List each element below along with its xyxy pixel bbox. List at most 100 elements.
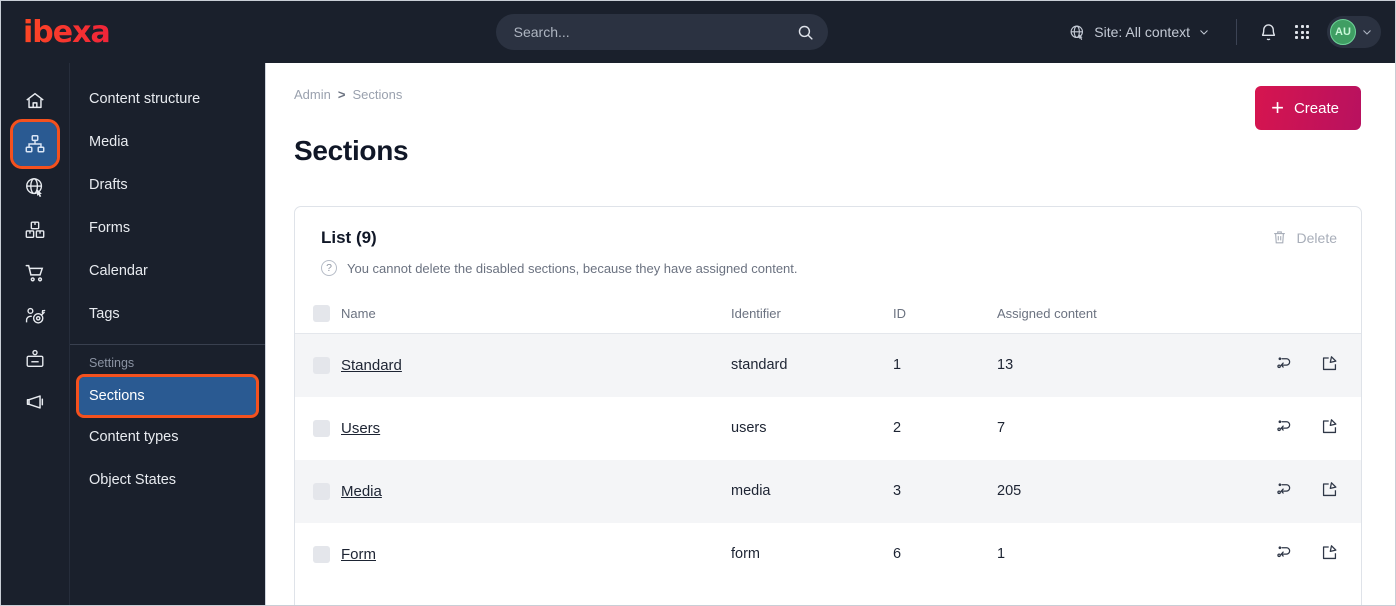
sidebar-item-tags[interactable]: Tags [70, 292, 265, 335]
edit-icon[interactable] [1320, 480, 1339, 499]
avatar: AU [1330, 19, 1356, 45]
sidebar-item-object-states[interactable]: Object States [70, 458, 265, 501]
sidebar-item-label: Drafts [89, 176, 128, 193]
sidebar-item-content-types[interactable]: Content types [70, 415, 265, 458]
sidebar-item-forms[interactable]: Forms [70, 206, 265, 249]
section-assigned-content: 205 [997, 483, 1022, 500]
column-header-id[interactable]: ID [893, 295, 997, 335]
customer-target-icon [24, 305, 46, 327]
table-row[interactable]: Form form 6 1 [295, 523, 1361, 586]
section-name-link[interactable]: Media [341, 482, 382, 500]
rail-item-cart[interactable] [13, 251, 57, 295]
row-checkbox[interactable] [313, 419, 330, 437]
sidebar-item-sections[interactable]: Sections [76, 374, 259, 418]
help-icon: ? [321, 260, 337, 276]
user-menu[interactable]: AU [1327, 16, 1381, 48]
sitemap-icon [24, 133, 46, 155]
row-checkbox[interactable] [313, 356, 330, 374]
assign-icon[interactable] [1275, 354, 1294, 373]
divider [1236, 19, 1237, 45]
card-header: List (9) ? You cannot delete the disable… [295, 207, 1361, 276]
edit-icon[interactable] [1320, 354, 1339, 373]
sidebar-item-drafts[interactable]: Drafts [70, 163, 265, 206]
edit-icon[interactable] [1320, 543, 1339, 562]
rail-item-customers[interactable] [13, 294, 57, 338]
rail-item-content[interactable] [10, 118, 60, 169]
megaphone-icon [24, 391, 46, 413]
plus-icon: + [1271, 95, 1284, 120]
home-icon [24, 90, 46, 112]
chevron-down-icon [1361, 26, 1373, 38]
section-identifier: standard [731, 357, 788, 374]
id-card-icon [24, 348, 46, 370]
nav-section-label: Settings [89, 356, 135, 370]
table-row[interactable]: Standard standard 1 13 [295, 333, 1361, 397]
rail-item-account[interactable] [13, 337, 57, 381]
chevron-down-icon [1198, 26, 1210, 38]
rail-item-site[interactable] [13, 165, 57, 209]
column-header-assigned-content[interactable]: Assigned content [997, 295, 1247, 335]
section-name-link[interactable]: Form [341, 545, 376, 563]
sidebar-item-label: Object States [89, 471, 177, 488]
table-head: Name Identifier ID Assigned content [295, 295, 1361, 335]
delete-button[interactable]: Delete [1271, 229, 1337, 246]
sidebar-item-label: Content structure [89, 90, 201, 107]
assign-icon[interactable] [1275, 417, 1294, 436]
breadcrumb-separator: > [337, 87, 346, 102]
table-row[interactable]: Media media 3 205 [295, 459, 1361, 523]
select-all-checkbox[interactable] [313, 305, 330, 323]
apps-grid-button[interactable] [1285, 15, 1319, 49]
rail-item-home[interactable] [13, 79, 57, 123]
column-header-actions [1247, 295, 1361, 335]
main-content: Admin > Sections Sections + Create List … [266, 63, 1395, 605]
boxes-icon [24, 219, 46, 241]
search-input[interactable] [513, 24, 797, 40]
top-bar-right: Site: All context [1057, 1, 1395, 63]
section-id: 2 [893, 420, 902, 437]
row-checkbox[interactable] [313, 545, 330, 563]
list-hint: ? You cannot delete the disabled section… [321, 260, 1335, 276]
list-title: List (9) [321, 228, 377, 247]
section-identifier: form [731, 546, 760, 563]
site-context-label: Site: All context [1094, 24, 1190, 40]
sidebar-item-calendar[interactable]: Calendar [70, 249, 265, 292]
sidebar-item-content-structure[interactable]: Content structure [70, 77, 265, 120]
ibexa-logo[interactable]: ibexa [1, 15, 266, 50]
site-context-selector[interactable]: Site: All context [1057, 24, 1222, 41]
edit-icon[interactable] [1320, 417, 1339, 436]
select-all-cell [295, 295, 341, 335]
section-identifier: media [731, 483, 771, 500]
search-icon[interactable] [797, 24, 814, 41]
column-header-name[interactable]: Name [341, 295, 731, 335]
icon-rail [1, 63, 70, 605]
section-name-link[interactable]: Users [341, 419, 381, 437]
rail-item-campaigns[interactable] [13, 380, 57, 424]
column-header-identifier[interactable]: Identifier [731, 295, 893, 335]
sidebar-nav: Content structure Media Drafts Forms Cal… [70, 63, 266, 605]
rail-item-products[interactable] [13, 208, 57, 252]
assign-icon[interactable] [1275, 543, 1294, 562]
sections-list-card: List (9) ? You cannot delete the disable… [294, 206, 1362, 605]
row-checkbox[interactable] [313, 482, 330, 500]
table-body: Standard standard 1 13 [295, 333, 1361, 586]
table-header-row: Name Identifier ID Assigned content [295, 295, 1361, 335]
section-assigned-content: 7 [997, 420, 1006, 437]
section-name-link[interactable]: Standard [341, 356, 402, 374]
table-row[interactable]: Users users 2 7 [295, 397, 1361, 460]
sidebar-item-media[interactable]: Media [70, 120, 265, 163]
sidebar-item-label: Calendar [89, 262, 148, 279]
nav-divider [70, 344, 265, 345]
breadcrumb-admin[interactable]: Admin [294, 87, 331, 102]
sidebar-item-label: Media [89, 133, 129, 150]
notifications-button[interactable] [1251, 15, 1285, 49]
page-title: Sections [294, 135, 409, 166]
breadcrumb: Admin > Sections [266, 63, 1395, 102]
global-search[interactable] [495, 14, 828, 50]
sections-table: Name Identifier ID Assigned content Stan… [295, 295, 1361, 586]
create-button[interactable]: + Create [1255, 86, 1361, 130]
breadcrumb-current: Sections [352, 87, 403, 102]
sidebar-item-label: Tags [89, 305, 120, 322]
globe-icon [1069, 24, 1086, 41]
list-hint-text: You cannot delete the disabled sections,… [347, 260, 798, 276]
assign-icon[interactable] [1275, 480, 1294, 499]
